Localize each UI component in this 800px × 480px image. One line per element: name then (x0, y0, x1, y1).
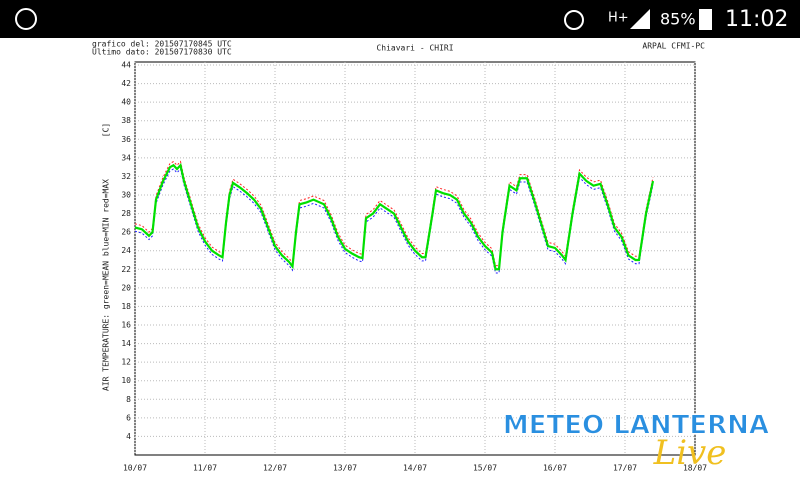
y-tick-label: 34 (121, 153, 131, 162)
y-tick-label: 14 (121, 339, 131, 348)
watermark-subtitle: Live (653, 433, 727, 473)
y-tick-label: 32 (121, 172, 131, 181)
y-tick-label: 36 (121, 135, 131, 144)
x-tick-label: 11/07 (193, 464, 217, 473)
line-max (134, 160, 654, 267)
y-tick-label: 28 (121, 209, 131, 218)
y-tick-label: 30 (121, 191, 131, 200)
y-tick-label: 18 (121, 302, 131, 311)
line-mean (134, 163, 655, 271)
y-tick-label: 20 (121, 283, 131, 292)
y-tick-label: 40 (121, 98, 131, 107)
signal-icon (630, 9, 650, 29)
battery-level: 85% (660, 10, 696, 29)
y-tick-label: 26 (121, 228, 131, 237)
whatsapp-icon[interactable] (15, 8, 37, 30)
x-tick-label: 15/07 (473, 464, 497, 473)
y-tick-label: 4 (126, 432, 131, 441)
x-tick-label: 14/07 (403, 464, 427, 473)
y-tick-label: 8 (126, 395, 131, 404)
y-tick-label: 24 (121, 246, 131, 255)
status-bar (0, 0, 800, 38)
y-axis-label: AIR TEMPERATURE: green=MEAN blue=MIN red… (102, 179, 111, 391)
alarm-icon (564, 10, 584, 30)
header-right: ARPAL CFMI-PC (642, 42, 705, 51)
y-tick-label: 22 (121, 265, 131, 274)
y-tick-label: 12 (121, 358, 131, 367)
x-tick-label: 18/07 (683, 464, 707, 473)
plot: 4 6 8 10 12 14 16 18 20 22 24 26 28 30 32 34 36 38 40 42 44 1… (121, 61, 707, 473)
y-tick-label: 42 (121, 79, 131, 88)
clock: 11:02 (725, 7, 788, 32)
y-tick-label: 44 (121, 61, 131, 70)
y-tick-label: 6 (126, 413, 131, 422)
line-min (134, 167, 654, 274)
watermark-title: METEO LANTERNA (503, 411, 769, 441)
chart-title: Chiavari - CHIRI (376, 44, 453, 53)
x-tick-label: 17/07 (613, 464, 637, 473)
y-tick-label: 16 (121, 321, 131, 330)
unit-label: [C] (102, 123, 111, 137)
header-left: Ultimo dato: 201507170830 UTC (92, 48, 232, 57)
x-tick-label: 10/07 (123, 464, 147, 473)
y-tick-label: 10 (121, 376, 131, 385)
x-tick-label: 12/07 (263, 464, 287, 473)
battery-icon (699, 9, 712, 30)
x-tick-label: 13/07 (333, 464, 357, 473)
header-left: grafico del: 201507170845 UTC (92, 40, 232, 49)
network-type: H+ (608, 11, 629, 26)
y-tick-label: 38 (121, 116, 131, 125)
x-tick-label: 16/07 (543, 464, 567, 473)
